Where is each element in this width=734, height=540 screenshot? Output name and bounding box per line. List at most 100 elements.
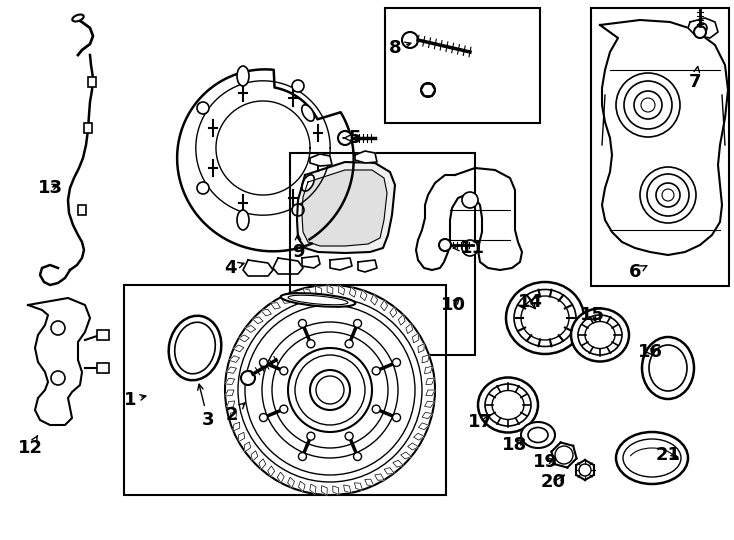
Text: 7: 7 [688,66,701,91]
Ellipse shape [492,390,524,420]
Ellipse shape [623,439,681,477]
Circle shape [280,367,288,375]
Circle shape [280,405,288,413]
Polygon shape [244,442,251,452]
Polygon shape [426,378,435,384]
Ellipse shape [169,316,222,380]
Circle shape [338,131,352,145]
Circle shape [197,102,209,114]
Text: 2: 2 [226,403,245,424]
Ellipse shape [571,308,629,361]
Circle shape [694,26,706,38]
Circle shape [624,81,672,129]
Polygon shape [406,323,413,334]
Bar [385,8,540,123]
Polygon shape [302,256,320,268]
Polygon shape [277,472,284,483]
Polygon shape [315,286,321,294]
Polygon shape [299,481,305,491]
Circle shape [316,376,344,404]
Ellipse shape [237,210,249,230]
Polygon shape [422,412,432,418]
Circle shape [292,204,304,216]
Ellipse shape [302,175,314,191]
Text: 14: 14 [517,293,542,311]
Polygon shape [227,401,235,408]
Bar [78,205,86,215]
Polygon shape [349,287,356,297]
Polygon shape [288,477,294,488]
Polygon shape [422,355,429,363]
Polygon shape [297,162,395,253]
Polygon shape [239,433,244,442]
Polygon shape [261,309,272,316]
Circle shape [641,98,655,112]
Circle shape [307,432,315,440]
Text: 19: 19 [532,453,558,471]
Bar [97,330,109,340]
Ellipse shape [616,432,688,484]
Text: 21: 21 [655,446,680,464]
Text: 8: 8 [389,39,411,57]
Ellipse shape [175,322,215,374]
Ellipse shape [528,428,548,442]
Polygon shape [358,260,377,272]
Polygon shape [418,343,424,353]
Ellipse shape [514,289,576,347]
Circle shape [354,320,362,327]
Circle shape [288,348,372,432]
Polygon shape [371,294,377,305]
Circle shape [634,91,662,119]
Text: 12: 12 [18,436,43,457]
Circle shape [225,285,435,495]
Ellipse shape [506,282,584,354]
Circle shape [555,446,573,464]
Polygon shape [381,300,388,310]
Circle shape [260,414,267,422]
Circle shape [697,23,707,33]
Bar [88,77,96,87]
Polygon shape [233,345,244,352]
Polygon shape [344,485,351,493]
Polygon shape [416,168,522,270]
Polygon shape [239,335,250,342]
Polygon shape [292,292,300,299]
Polygon shape [418,423,429,430]
Circle shape [197,182,209,194]
Polygon shape [252,317,263,324]
Polygon shape [390,307,397,318]
Circle shape [51,321,65,335]
Ellipse shape [649,345,687,391]
Polygon shape [268,466,275,477]
Polygon shape [259,459,266,469]
Polygon shape [271,302,280,309]
Circle shape [372,405,380,413]
Text: 20: 20 [540,473,565,491]
Polygon shape [424,401,435,407]
Polygon shape [229,411,236,420]
Polygon shape [600,20,728,255]
Polygon shape [229,356,239,362]
Bar [97,363,109,373]
Polygon shape [251,451,258,461]
Circle shape [579,464,591,476]
Polygon shape [310,154,332,166]
Text: 6: 6 [629,263,647,281]
Circle shape [393,414,401,422]
Circle shape [393,359,401,367]
Text: 3: 3 [197,384,214,429]
Bar [84,123,92,133]
Polygon shape [375,474,384,480]
Circle shape [51,371,65,385]
Ellipse shape [478,377,538,433]
Text: 4: 4 [224,259,244,277]
Circle shape [295,355,365,425]
Text: 11: 11 [454,239,484,257]
Circle shape [307,340,315,348]
Circle shape [299,320,307,327]
Circle shape [640,167,696,223]
Circle shape [647,174,689,216]
Polygon shape [399,315,405,325]
Ellipse shape [280,293,355,307]
Polygon shape [225,379,235,384]
